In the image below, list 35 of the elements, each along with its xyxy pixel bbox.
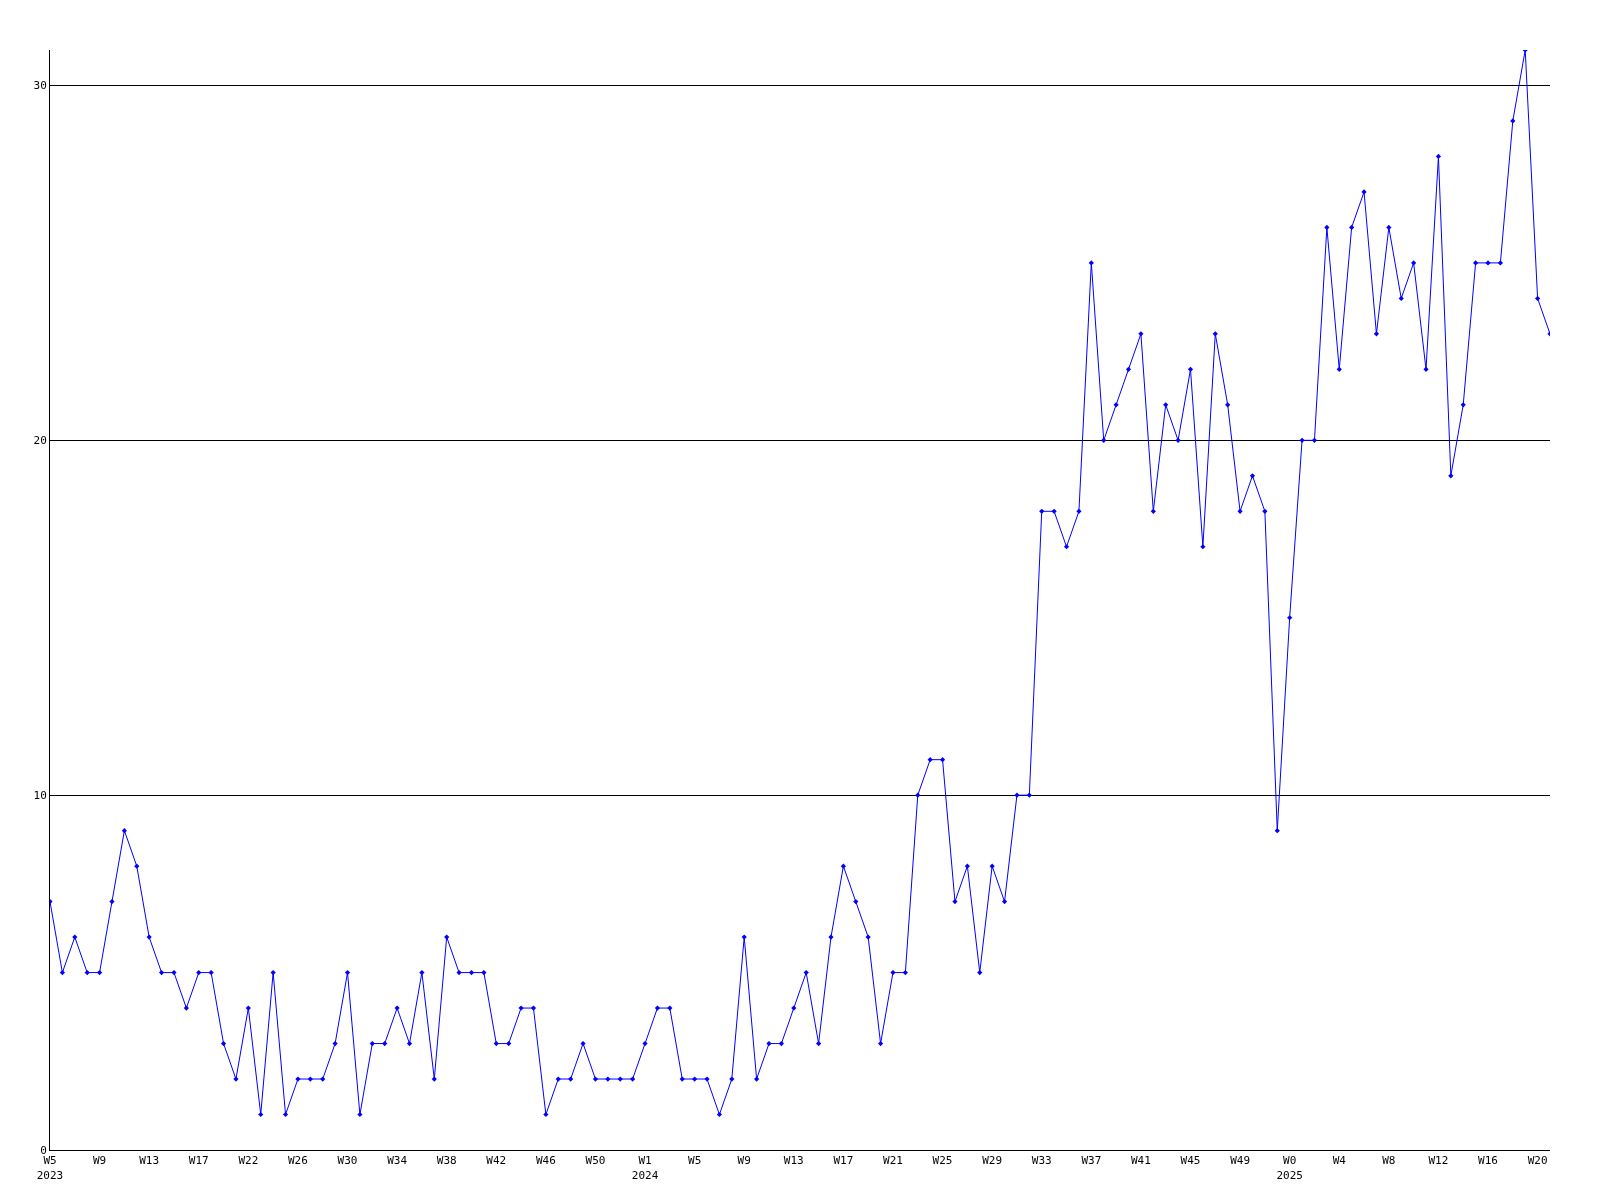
x-tick-label: W4: [1332, 1154, 1347, 1168]
x-tick-label: W13: [783, 1154, 804, 1168]
x-tick-label: W41: [1130, 1154, 1151, 1168]
x-tick-label: W25: [932, 1154, 953, 1168]
y-tick-label: 20: [33, 434, 47, 448]
x-tick-label: W17: [833, 1154, 854, 1168]
x-tick-label: W49: [1230, 1154, 1251, 1168]
x-tick-label: W38: [436, 1154, 457, 1168]
x-tick-label: W12: [1428, 1154, 1449, 1168]
x-tick-label: W8: [1382, 1154, 1396, 1168]
x-tick-label: W21: [883, 1154, 903, 1168]
x-tick-label: W1 2024: [631, 1154, 659, 1182]
x-tick-label: W46: [535, 1154, 556, 1168]
x-tick-label: W30: [337, 1154, 358, 1168]
x-tick-label: W13: [139, 1154, 160, 1168]
x-tick-label: W9: [92, 1154, 107, 1168]
x-tick-label: W37: [1081, 1154, 1102, 1168]
x-tick-label: W0 2025: [1276, 1154, 1303, 1182]
x-tick-label: W34: [387, 1154, 408, 1168]
x-tick-label: W17: [188, 1154, 209, 1168]
x-tick-label: W29: [982, 1154, 1003, 1168]
y-tick-label: 0: [40, 1143, 47, 1157]
x-tick-label: W42: [486, 1154, 507, 1168]
y-tick-label: 10: [33, 789, 47, 803]
x-tick-label: W50: [585, 1154, 606, 1168]
x-tick-label: W33: [1031, 1154, 1052, 1168]
x-tick-label: W5: [688, 1154, 702, 1168]
x-tick-label: W45: [1180, 1154, 1201, 1168]
y-tick-label: 30: [33, 79, 47, 93]
x-tick-label: W20: [1527, 1154, 1548, 1168]
x-tick-label: W22: [238, 1154, 259, 1168]
x-tick-label: W5 2023: [36, 1154, 64, 1182]
x-tick-label: W16: [1478, 1154, 1498, 1168]
x-tick-label: W26: [287, 1154, 308, 1168]
x-tick-label: W9: [737, 1154, 751, 1168]
